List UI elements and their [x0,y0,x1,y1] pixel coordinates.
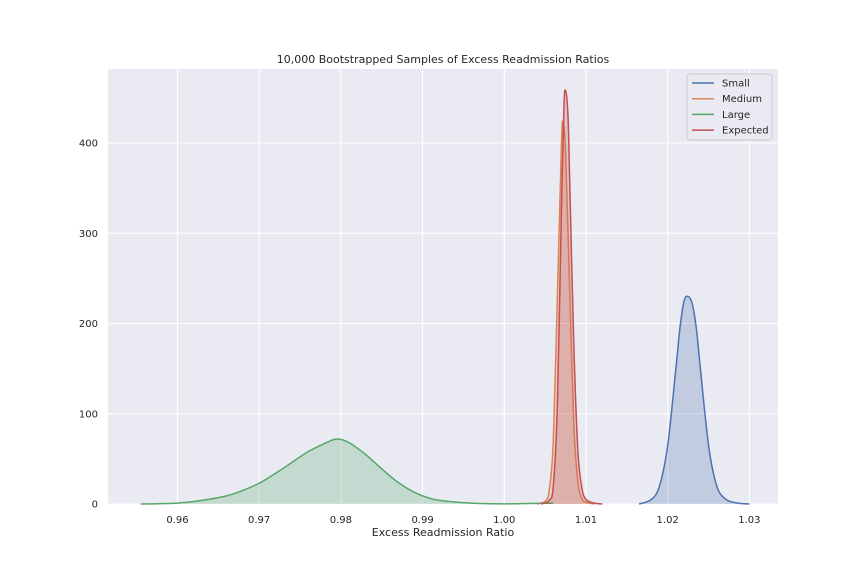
x-tick-label: 0.98 [330,515,352,526]
density-area-large [140,439,554,504]
chart-title: 10,000 Bootstrapped Samples of Excess Re… [277,53,610,66]
x-tick-label: 1.02 [657,515,679,526]
y-tick-label: 0 [92,500,98,511]
x-tick-label: 0.97 [248,515,270,526]
y-tick-label: 300 [79,229,98,240]
plot-area [108,69,778,504]
legend: Small Medium Large Expected [686,73,773,141]
y-tick-label: 400 [79,139,98,150]
legend-label-small: Small [722,79,750,90]
density-area-expected [541,89,603,504]
x-tick-label: 1.03 [738,515,760,526]
x-tick-labels: 0.96 0.97 0.98 0.99 1.00 1.01 1.02 1.03 [166,515,760,526]
x-tick-label: 0.96 [166,515,188,526]
density-line-small [638,295,750,505]
x-tick-label: 1.00 [493,515,515,526]
legend-label-expected: Expected [722,126,769,137]
y-tick-label: 200 [79,319,98,330]
grid-lines [108,69,778,505]
x-tick-label: 1.01 [575,515,597,526]
density-curves [140,89,750,505]
legend-box [686,73,773,141]
density-line-expected [540,89,603,505]
legend-label-medium: Medium [722,94,762,105]
y-tick-label: 100 [79,409,98,420]
density-area-medium [536,121,595,504]
density-area-small [639,296,750,504]
x-tick-label: 0.99 [411,515,433,526]
density-line-large [140,438,554,505]
x-axis-title: Excess Readmission Ratio [372,526,515,539]
y-tick-labels: 0 100 200 300 400 [79,139,98,511]
legend-label-large: Large [722,110,750,121]
